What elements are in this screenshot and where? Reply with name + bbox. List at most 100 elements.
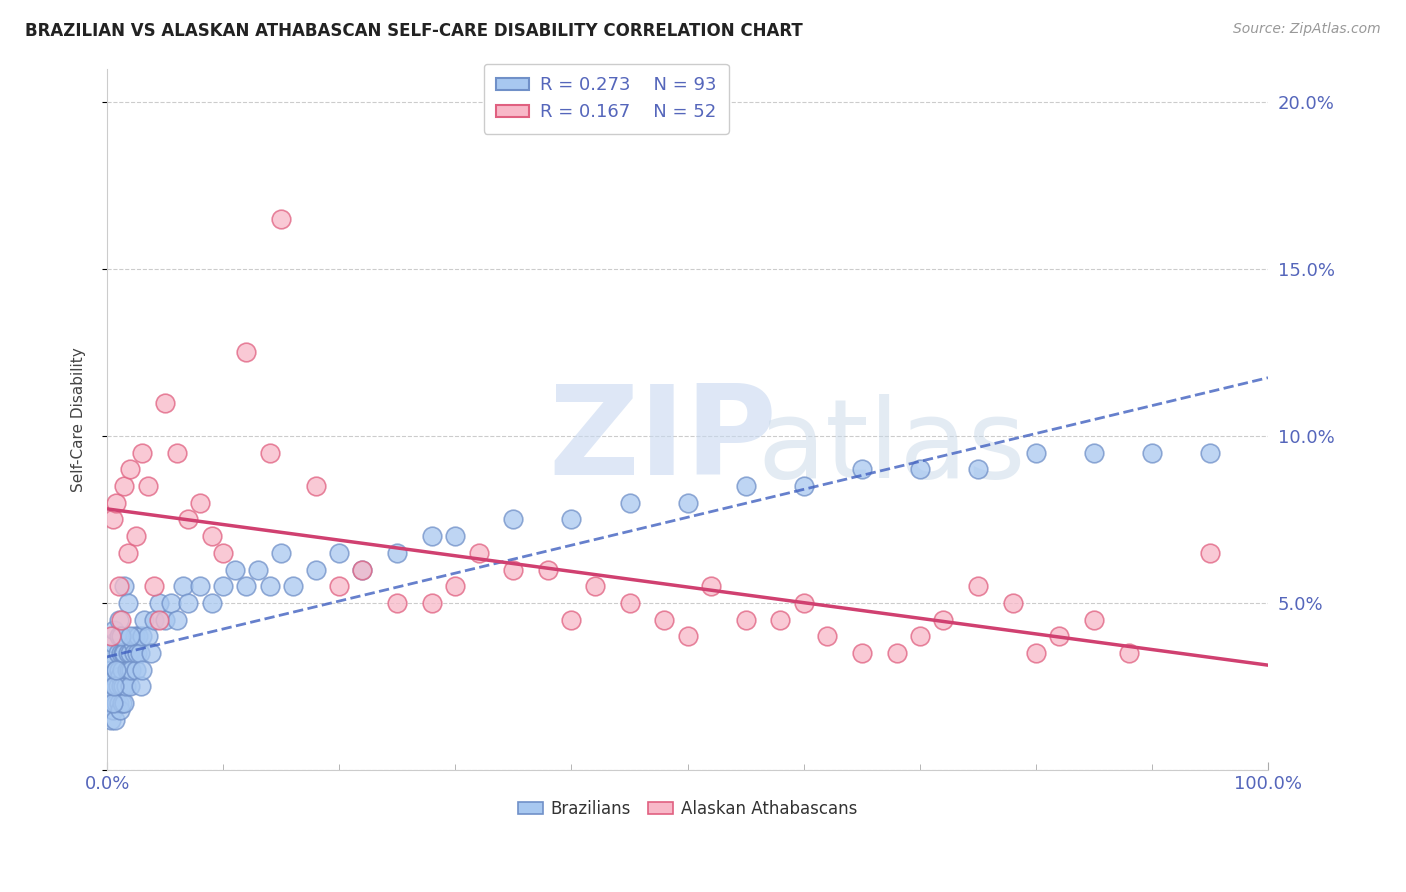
Point (212, 546, 235, 560)
Point (700, 579, 723, 593)
Point (142, 613, 165, 627)
Point (177, 512, 200, 526)
Point (467, 546, 489, 560)
Point (120, 462, 142, 476)
Y-axis label: Self-Care Disability: Self-Care Disability (72, 347, 86, 491)
Point (734, 613, 756, 627)
Point (676, 629, 699, 643)
Point (104, 713, 127, 727)
Point (1025, 445, 1047, 459)
Point (851, 462, 873, 476)
Point (107, 613, 129, 627)
Point (444, 529, 467, 543)
Point (103, 656, 125, 670)
Text: atlas: atlas (758, 393, 1026, 500)
Point (108, 703, 131, 717)
Legend: Brazilians, Alaskan Athabascans: Brazilians, Alaskan Athabascans (510, 794, 865, 825)
Point (110, 613, 132, 627)
Point (352, 563, 374, 577)
Point (105, 696, 128, 710)
Point (101, 703, 124, 717)
Point (103, 623, 125, 637)
Point (502, 512, 524, 526)
Point (131, 629, 153, 643)
Point (420, 596, 443, 610)
Point (111, 663, 134, 677)
Point (305, 563, 328, 577)
Point (110, 680, 132, 694)
Point (117, 646, 139, 660)
Point (105, 663, 128, 677)
Point (420, 529, 443, 543)
Point (908, 462, 931, 476)
Point (177, 596, 200, 610)
Point (128, 646, 150, 660)
Point (134, 613, 156, 627)
Point (120, 663, 142, 677)
Point (104, 680, 127, 694)
Point (98, 680, 121, 694)
Point (129, 680, 152, 694)
Point (118, 663, 141, 677)
Point (136, 479, 159, 493)
Point (166, 445, 188, 459)
Point (107, 680, 129, 694)
Point (908, 629, 931, 643)
Point (107, 696, 129, 710)
Point (886, 646, 908, 660)
Point (851, 646, 873, 660)
Point (105, 496, 128, 510)
Point (654, 613, 676, 627)
Point (114, 696, 136, 710)
Text: BRAZILIAN VS ALASKAN ATHABASCAN SELF-CARE DISABILITY CORRELATION CHART: BRAZILIAN VS ALASKAN ATHABASCAN SELF-CAR… (25, 22, 803, 40)
Point (112, 680, 135, 694)
Point (1199, 445, 1222, 459)
Point (769, 613, 792, 627)
Point (1025, 646, 1047, 660)
Point (100, 629, 122, 643)
Point (153, 395, 176, 409)
Point (246, 563, 269, 577)
Point (734, 479, 756, 493)
Point (966, 462, 988, 476)
Point (619, 596, 641, 610)
Point (110, 629, 132, 643)
Point (105, 663, 128, 677)
Point (444, 579, 467, 593)
Point (131, 663, 153, 677)
Point (676, 496, 699, 510)
Point (112, 646, 135, 660)
Point (125, 663, 148, 677)
Point (172, 579, 194, 593)
Point (114, 646, 136, 660)
Point (387, 596, 409, 610)
Point (108, 669, 131, 683)
Point (793, 479, 815, 493)
Point (1083, 613, 1105, 627)
Point (305, 479, 328, 493)
Point (120, 680, 142, 694)
Point (270, 211, 292, 226)
Point (114, 680, 136, 694)
Point (188, 496, 211, 510)
Point (124, 629, 146, 643)
Text: Source: ZipAtlas.com: Source: ZipAtlas.com (1233, 22, 1381, 37)
Point (1083, 445, 1105, 459)
Point (200, 529, 222, 543)
Point (101, 512, 124, 526)
Point (121, 636, 143, 650)
Point (200, 596, 222, 610)
Point (131, 445, 153, 459)
Point (125, 529, 148, 543)
Point (127, 646, 149, 660)
Text: ZIP: ZIP (548, 380, 778, 500)
Point (148, 613, 170, 627)
Point (120, 646, 142, 660)
Point (502, 563, 524, 577)
Point (619, 496, 641, 510)
Point (115, 663, 138, 677)
Point (1047, 629, 1070, 643)
Point (107, 629, 129, 643)
Point (235, 579, 257, 593)
Point (117, 596, 139, 610)
